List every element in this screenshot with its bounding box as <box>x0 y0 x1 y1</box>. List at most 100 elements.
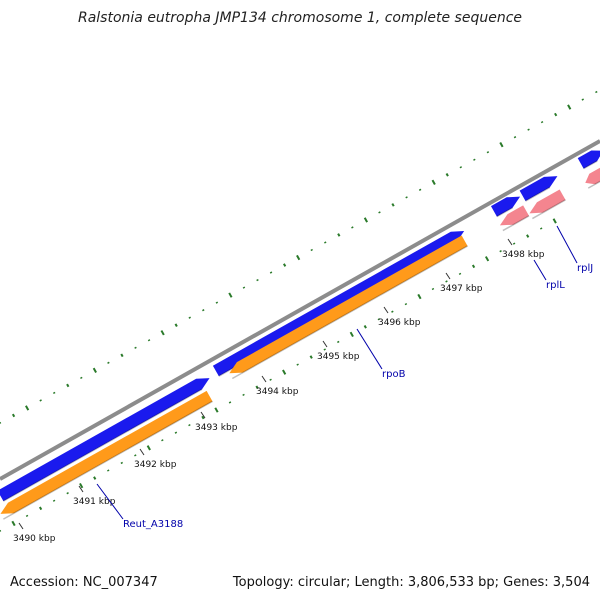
gene-arrow-reverse-rna <box>499 205 530 232</box>
gene-label: rpoB <box>382 369 406 380</box>
gc-tick <box>404 302 408 306</box>
gc-tick <box>337 340 340 344</box>
scale-ticks: 3490 kbp 3491 kbp 3492 kbp 3493 kbp 3494 kbp… <box>13 238 545 544</box>
chromosome-backbone <box>0 139 600 481</box>
gc-tick <box>539 227 543 230</box>
scale-tick-label: 3497 kbp <box>440 284 483 294</box>
gene-label-leader <box>96 483 124 520</box>
gc-tick <box>242 286 246 289</box>
gc-tick <box>188 316 191 319</box>
scale-tick <box>78 485 84 493</box>
gc-tick <box>349 331 354 338</box>
gc-tick <box>228 292 233 298</box>
scale-tick <box>18 522 24 530</box>
gc-tick <box>363 325 367 329</box>
gc-tick <box>310 248 313 252</box>
gc-tick <box>174 431 178 434</box>
gc-tick <box>581 98 585 101</box>
scale-tick-label: 3492 kbp <box>134 460 177 470</box>
gc-tick <box>296 363 299 366</box>
gene-label: Reut_A3188 <box>123 519 183 530</box>
gc-tick <box>160 330 165 336</box>
gene-arrow-reverse-rna <box>529 189 566 220</box>
gene-label: rplL <box>546 280 565 291</box>
gene-arrow-rplJ <box>519 176 558 202</box>
gc-tick <box>107 469 110 472</box>
scale-tick <box>445 272 451 280</box>
gc-tick <box>52 391 56 395</box>
gc-tick <box>567 104 572 110</box>
gc-tick <box>120 461 124 465</box>
scale-tick-label: 3498 kbp <box>502 250 545 260</box>
gc-tick <box>405 196 408 199</box>
gene-label-leader <box>533 259 547 281</box>
gc-tick <box>66 492 69 495</box>
map-title: Ralstonia eutropha JMP134 chromosome 1, … <box>77 10 522 26</box>
scale-tick <box>139 448 145 456</box>
gene-arrow-rplL <box>490 196 521 218</box>
scale-tick-label: 3493 kbp <box>195 423 238 433</box>
gene-arrow-forward <box>0 378 210 502</box>
gc-tick <box>202 309 205 312</box>
gc-tick <box>269 271 273 274</box>
gc-tick <box>269 378 272 381</box>
gc-tick <box>146 445 151 451</box>
gc-tick <box>134 454 137 457</box>
gene-label-leader <box>556 225 578 264</box>
scale-tick-label: 3496 kbp <box>378 318 421 328</box>
gc-tick <box>417 293 422 300</box>
gc-tick <box>147 339 151 342</box>
gene-label-leader <box>356 328 383 370</box>
gc-tick <box>323 348 326 351</box>
scale-tick-label: 3491 kbp <box>73 497 116 507</box>
gc-tick <box>363 217 369 223</box>
gc-tick <box>486 151 490 154</box>
gc-tick <box>473 158 476 161</box>
gc-tick <box>499 250 502 253</box>
gc-tick <box>309 355 313 359</box>
gc-tick <box>66 383 70 388</box>
gc-tick <box>242 393 245 397</box>
gc-tick <box>80 376 83 380</box>
gc-tick <box>214 407 219 413</box>
scale-tick <box>507 238 513 246</box>
gc-tick <box>499 142 504 148</box>
gc-tick <box>554 112 558 117</box>
scale-tick-label: 3495 kbp <box>317 352 360 362</box>
gc-tick <box>431 287 435 291</box>
gene-arrow-reverse <box>0 390 213 520</box>
gc-tick <box>552 218 557 224</box>
gc-tick <box>161 439 164 442</box>
gc-tick <box>445 280 448 283</box>
gc-tick <box>25 405 30 411</box>
gene-arrow-forward <box>577 150 600 170</box>
scale-tick <box>383 306 389 314</box>
gc-tick <box>445 172 449 177</box>
gene-label: rplJ <box>577 263 593 274</box>
gc-tick <box>296 254 301 261</box>
accession-text: Accession: NC_007347 <box>10 575 158 590</box>
scale-tick-label: 3494 kbp <box>256 387 299 397</box>
gc-tick <box>11 413 16 418</box>
gc-tick <box>188 423 191 427</box>
gc-tick <box>25 514 29 518</box>
gc-tick <box>215 301 219 304</box>
gc-tick <box>391 203 395 207</box>
gc-tick <box>512 242 516 245</box>
gc-tick <box>107 361 110 364</box>
gc-tick <box>337 233 341 237</box>
gc-tick <box>38 506 43 511</box>
gc-tick <box>282 369 287 375</box>
gc-tick <box>134 346 137 349</box>
gc-tick <box>174 323 178 328</box>
gc-tick <box>595 90 598 94</box>
gc-tick <box>228 401 232 404</box>
gc-tick <box>324 241 327 244</box>
gc-tick <box>93 476 97 480</box>
gc-tick <box>458 272 462 276</box>
gene-arrow-reverse-rna <box>585 167 600 189</box>
gc-tick <box>459 166 463 169</box>
gc-tick <box>11 520 16 527</box>
gc-tick <box>92 367 97 374</box>
